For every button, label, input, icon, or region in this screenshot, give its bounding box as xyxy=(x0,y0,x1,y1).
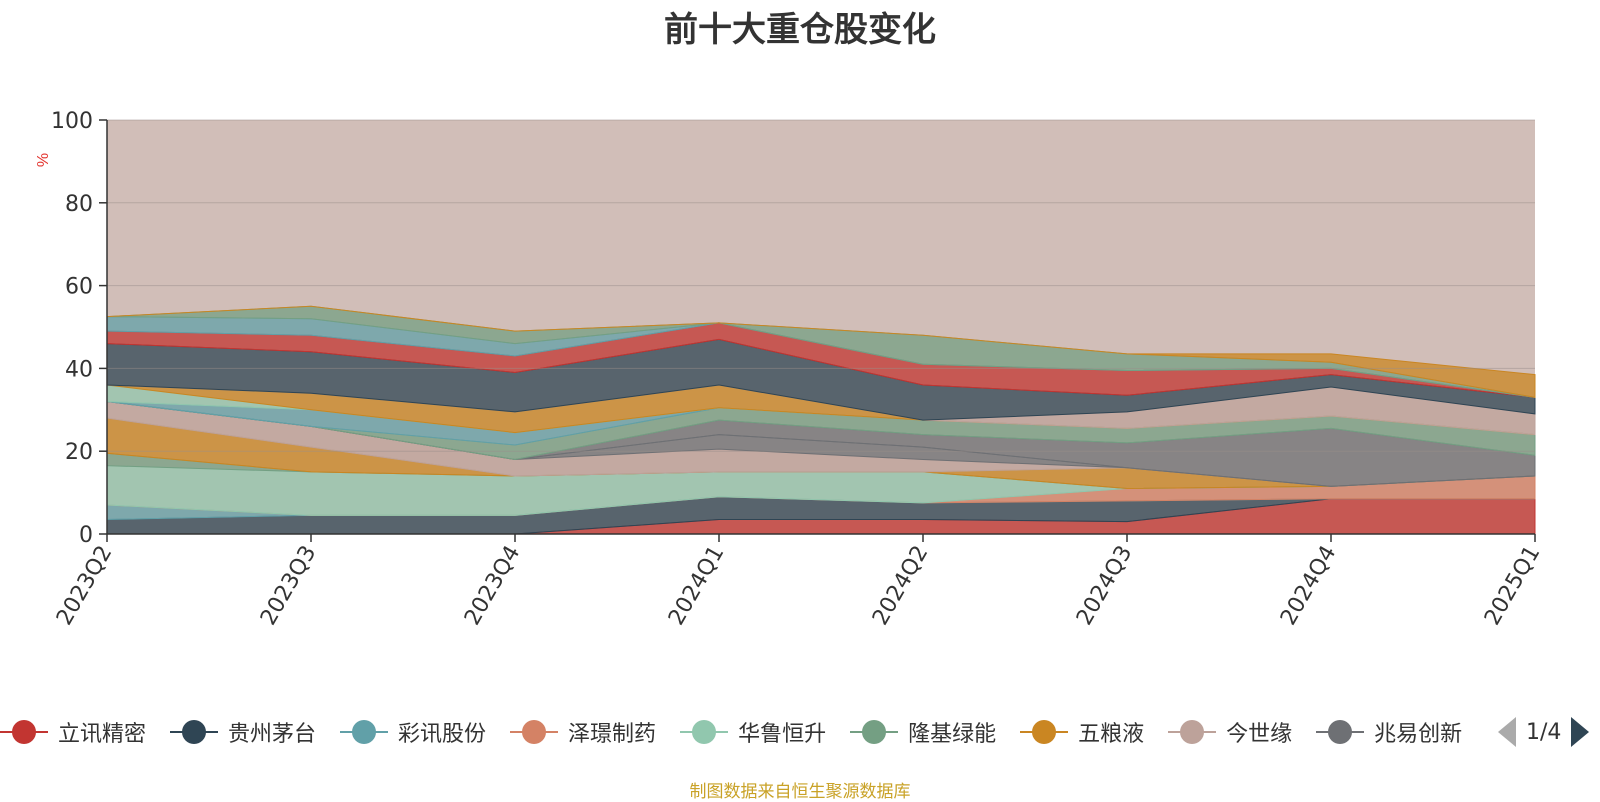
y-tick-label: 60 xyxy=(65,275,93,300)
y-tick-label: 20 xyxy=(65,440,93,465)
legend-swatch-icon xyxy=(1316,720,1365,744)
legend-item[interactable]: 彩讯股份 xyxy=(340,712,486,752)
legend-label: 彩讯股份 xyxy=(398,722,487,747)
area-layer-19 xyxy=(106,305,1536,398)
x-tick-label: 2023Q3 xyxy=(256,542,321,630)
legend-label: 五粮液 xyxy=(1078,722,1145,747)
y-axis-ticks: 0 20 40 60 80 100 xyxy=(51,109,107,548)
y-tick-label: 40 xyxy=(65,357,93,382)
x-tick-label: 2023Q4 xyxy=(460,542,525,630)
legend-item[interactable]: 华鲁恒升 xyxy=(680,712,826,752)
y-axis-unit: % xyxy=(35,153,52,167)
legend-label: 贵州茅台 xyxy=(228,722,317,747)
legend-pager: 1/4 xyxy=(1498,712,1590,752)
y-tick-label: 80 xyxy=(65,192,93,217)
pager-page-indicator: 1/4 xyxy=(1526,719,1562,745)
pager-next-icon[interactable] xyxy=(1571,717,1590,747)
x-tick-label: 2025Q1 xyxy=(1480,542,1545,630)
x-tick-label: 2024Q4 xyxy=(1276,542,1341,630)
x-tick-label: 2023Q2 xyxy=(52,542,117,630)
legend-item[interactable]: 泽璟制药 xyxy=(510,712,656,752)
x-tick-label: 2024Q2 xyxy=(868,542,933,630)
legend-swatch-icon xyxy=(0,720,48,744)
legend-swatch-icon xyxy=(1168,720,1217,744)
legend: 立讯精密 贵州茅台 彩讯股份 泽璟制药 华鲁恒升 隆基绿能 五粮液 今世缘 兆易创新 xyxy=(0,712,1480,752)
legend-label: 兆易创新 xyxy=(1374,722,1463,747)
legend-swatch-icon xyxy=(680,720,729,744)
legend-swatch-icon xyxy=(1020,720,1069,744)
legend-item[interactable]: 五粮液 xyxy=(1020,712,1144,752)
y-tick-label: 0 xyxy=(79,523,93,548)
source-note: 制图数据来自恒生聚源数据库 xyxy=(689,782,911,802)
legend-label: 华鲁恒升 xyxy=(738,722,827,747)
legend-label: 隆基绿能 xyxy=(908,722,997,747)
legend-swatch-icon xyxy=(510,720,559,744)
legend-swatch-icon xyxy=(170,720,219,744)
area-layers xyxy=(106,120,1536,535)
legend-item[interactable]: 今世缘 xyxy=(1168,712,1292,752)
legend-label: 今世缘 xyxy=(1226,722,1293,747)
chart-title: 前十大重仓股变化 xyxy=(664,10,936,50)
legend-item[interactable]: 隆基绿能 xyxy=(850,712,996,752)
pager-prev-icon[interactable] xyxy=(1498,717,1516,747)
legend-label: 泽璟制药 xyxy=(568,722,657,747)
legend-item[interactable]: 贵州茅台 xyxy=(170,712,316,752)
legend-item[interactable]: 兆易创新 xyxy=(1316,712,1462,752)
y-tick-label: 100 xyxy=(51,109,93,134)
legend-swatch-icon xyxy=(340,720,389,744)
legend-label: 立讯精密 xyxy=(58,722,147,747)
x-tick-label: 2024Q1 xyxy=(664,542,729,630)
axes xyxy=(106,120,1535,535)
legend-item[interactable]: 立讯精密 xyxy=(0,712,146,752)
x-axis-ticks: 2023Q2 2023Q3 2023Q4 2024Q1 2024Q2 2024Q3 2024… xyxy=(52,534,1545,630)
x-tick-label: 2024Q3 xyxy=(1072,542,1137,630)
legend-swatch-icon xyxy=(850,720,899,744)
